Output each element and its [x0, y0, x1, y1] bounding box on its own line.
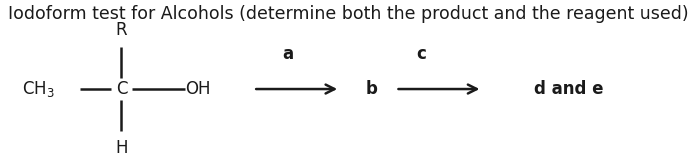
- Text: a: a: [282, 45, 294, 63]
- Text: b: b: [365, 80, 378, 98]
- Text: CH$_3$: CH$_3$: [22, 79, 55, 99]
- Text: c: c: [416, 45, 426, 63]
- Text: R: R: [116, 21, 127, 39]
- Text: d and e: d and e: [534, 80, 604, 98]
- Text: C: C: [116, 80, 127, 98]
- Text: OH: OH: [185, 80, 210, 98]
- Text: Iodoform test for Alcohols (determine both the product and the reagent used): Iodoform test for Alcohols (determine bo…: [8, 5, 689, 23]
- Text: H: H: [115, 139, 128, 157]
